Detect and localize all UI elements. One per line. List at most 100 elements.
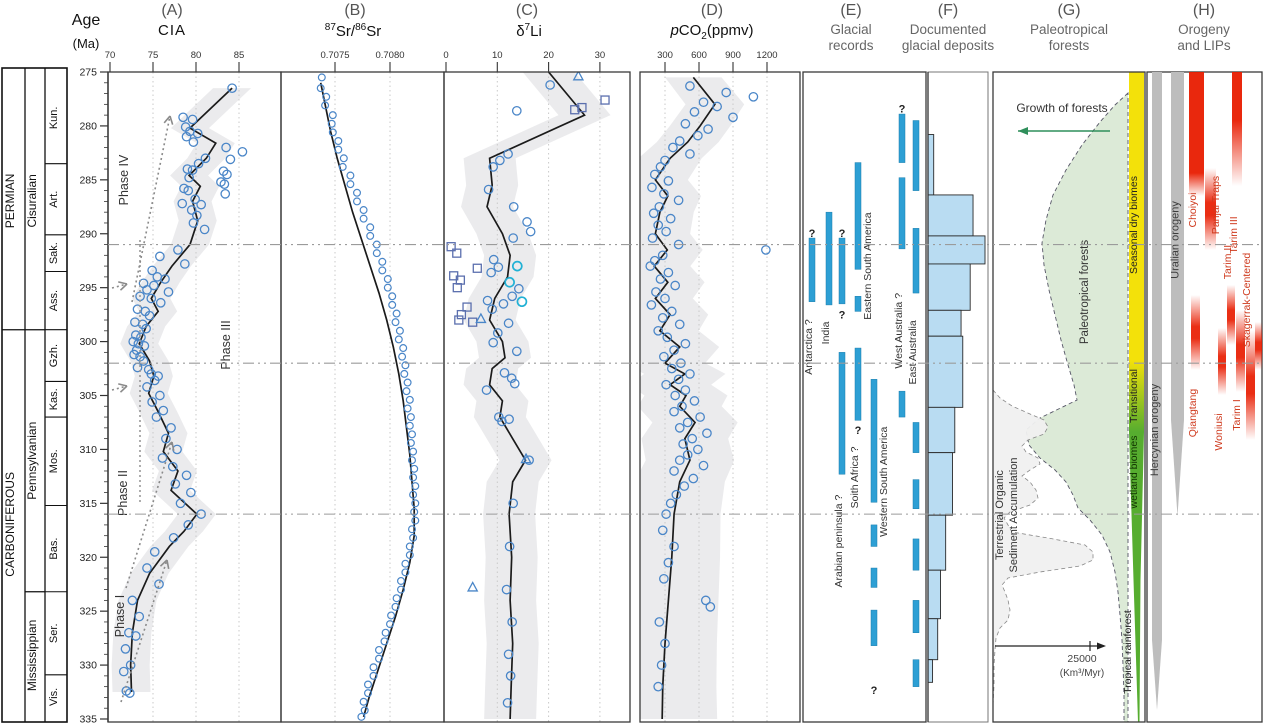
data-point — [401, 361, 410, 370]
data-point — [222, 169, 232, 180]
panel-f-letter: (F) — [937, 2, 959, 19]
panel-b-box — [280, 71, 445, 723]
data-point — [144, 310, 155, 321]
period-label: Mississippian — [25, 620, 39, 691]
data-point-square — [454, 315, 464, 325]
data-point — [199, 224, 210, 235]
co-mid: CO — [678, 22, 702, 39]
co2-sub: 2 — [701, 31, 707, 42]
data-point — [411, 516, 420, 525]
data-point — [670, 390, 681, 401]
data-point — [142, 284, 152, 295]
data-point — [508, 498, 519, 509]
data-point — [158, 405, 169, 416]
data-point — [651, 287, 661, 297]
data-point-square — [446, 242, 456, 252]
data-point — [493, 262, 504, 273]
stage-label: Gzh. — [48, 344, 60, 367]
data-point — [383, 283, 392, 292]
data-point — [698, 460, 709, 471]
age-tick-label: 320 — [79, 552, 97, 564]
transitional-strip — [1129, 360, 1144, 432]
data-point — [346, 171, 355, 180]
data-point — [662, 332, 673, 343]
age-tick-label: 335 — [79, 714, 97, 726]
data-point — [504, 541, 515, 552]
data-point — [147, 397, 157, 407]
data-point — [663, 557, 674, 568]
data-point — [673, 374, 684, 385]
lip-bar — [1255, 322, 1262, 370]
data-point — [482, 295, 493, 306]
data-point — [128, 336, 139, 347]
glacial-region-label: West Australia ? — [893, 293, 905, 369]
glacial-region-label: Antarctica ? — [803, 319, 815, 375]
data-point — [372, 249, 381, 258]
strat-column — [1, 67, 68, 723]
histogram-bar — [927, 134, 935, 196]
histogram-bar — [927, 452, 953, 516]
lip-label: Woniusi — [1213, 413, 1225, 450]
data-point — [357, 712, 366, 721]
data-point — [190, 194, 200, 205]
data-point — [655, 162, 666, 172]
data-point — [702, 428, 712, 439]
data-point — [353, 188, 362, 197]
data-point — [403, 404, 412, 413]
li7-sup: 7 — [524, 22, 531, 33]
data-point — [359, 206, 368, 215]
line — [118, 281, 128, 285]
data-point — [665, 498, 676, 509]
stage-label: Mos. — [48, 449, 60, 473]
data-point — [411, 482, 420, 491]
lip-bar — [1246, 330, 1255, 440]
data-point — [360, 706, 369, 715]
data-point — [648, 208, 659, 219]
data-point — [405, 542, 414, 551]
data-point — [375, 645, 384, 654]
data-point-square — [472, 263, 482, 273]
lip-bar — [1191, 295, 1200, 370]
age-tick-label: 300 — [79, 336, 97, 348]
line — [166, 559, 170, 569]
li-end: Li — [530, 23, 542, 40]
uncertainty-band — [111, 88, 252, 693]
data-point — [509, 378, 520, 389]
stage-label: Kas. — [48, 388, 60, 410]
data-point — [689, 107, 700, 117]
data-point — [508, 233, 519, 243]
data-point — [125, 660, 136, 670]
data-point — [388, 292, 397, 301]
data-point — [653, 325, 664, 336]
age-tick-label: 330 — [79, 660, 97, 672]
sr-mid: Sr/ — [335, 23, 356, 40]
x-tick-label: 10 — [492, 50, 503, 61]
data-point — [680, 338, 691, 349]
data-point — [705, 602, 716, 612]
data-point — [136, 332, 146, 343]
glacial-bar — [912, 479, 920, 509]
phase-label: Phase I — [113, 595, 127, 637]
histogram-bar — [927, 235, 986, 265]
forest-area — [1025, 91, 1129, 723]
data-point — [661, 226, 671, 237]
lip-label: Skagerrak-Centered — [1241, 253, 1253, 348]
phase-label: Phase III — [219, 320, 233, 369]
wetland-wedge — [1129, 432, 1144, 722]
age-axis-unit: (Ma) — [72, 36, 100, 51]
data-point — [503, 149, 513, 159]
data-point — [155, 297, 166, 308]
orogeny-bar — [1152, 72, 1162, 710]
data-point — [487, 304, 498, 315]
panel-e-letter: (E) — [840, 2, 862, 19]
data-point — [409, 533, 418, 542]
stage-label: Bas. — [48, 538, 60, 560]
data-point — [192, 128, 203, 139]
data-point — [237, 146, 248, 157]
data-point — [668, 142, 678, 153]
data-point — [129, 349, 139, 360]
lip-bar-fade — [1189, 173, 1204, 196]
trend-line — [129, 87, 233, 693]
data-point — [375, 654, 384, 663]
data-point — [142, 382, 152, 392]
